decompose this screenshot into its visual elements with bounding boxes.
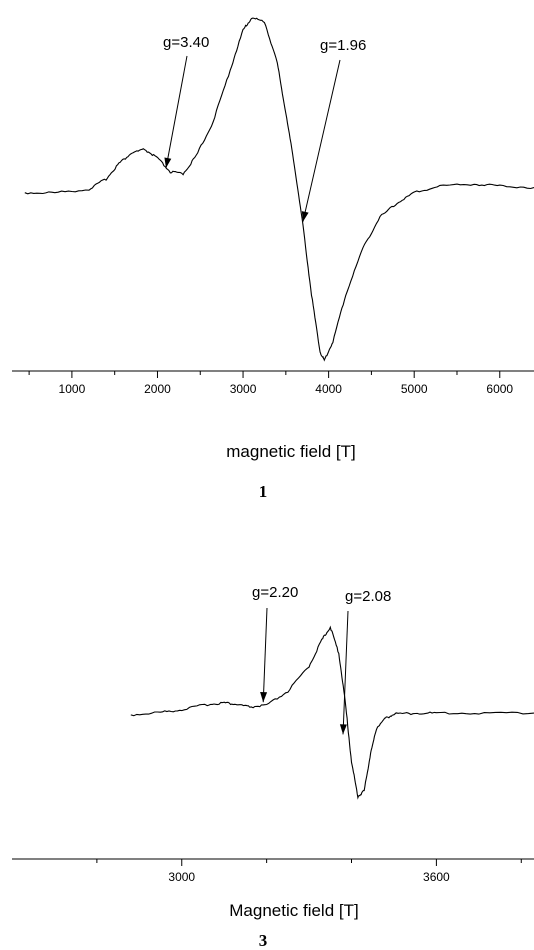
x-tick-label: 4000 xyxy=(315,382,342,396)
spectrum-trace xyxy=(130,625,534,800)
x-tick-label: 2000 xyxy=(144,382,171,396)
spectrum-trace xyxy=(24,17,534,362)
annotation-arrow xyxy=(165,55,188,169)
annotation-layer: g=2.20 g=2.08 xyxy=(252,584,391,735)
x-axis-title: magnetic field [T] xyxy=(226,442,355,461)
panel-label-1: 1 xyxy=(259,482,268,501)
x-tick-label: 6000 xyxy=(486,382,513,396)
x-tick-label: 3600 xyxy=(423,870,450,884)
arrowhead xyxy=(339,724,347,735)
x-tick-label: 3000 xyxy=(230,382,257,396)
x-tick-label: 1000 xyxy=(59,382,86,396)
x-tick-label: 3000 xyxy=(168,870,195,884)
chart-panel-1: 1000 2000 3000 4000 5000 6000 g=3.40 g=1.96 ma… xyxy=(12,17,534,501)
g-value-annotation: g=3.40 xyxy=(163,34,209,51)
arrowhead xyxy=(301,211,309,222)
annotation-arrow xyxy=(342,610,349,735)
annotation-arrow xyxy=(262,607,268,703)
g-value-annotation: g=1.96 xyxy=(320,37,366,54)
x-axis-ticks: 1000 2000 3000 4000 5000 6000 xyxy=(28,371,513,396)
annotation-arrow xyxy=(302,59,341,222)
g-value-annotation: g=2.20 xyxy=(252,584,298,601)
annotation-layer: g=3.40 g=1.96 xyxy=(163,34,366,222)
g-value-annotation: g=2.08 xyxy=(345,588,391,605)
series-layer xyxy=(130,625,534,800)
chart-panel-3: 3000 3600 g=2.20 g=2.08 Magnetic field [T]… xyxy=(12,584,534,950)
arrowhead xyxy=(164,157,172,168)
x-axis-ticks: 3000 3600 xyxy=(96,859,522,884)
x-tick-label: 5000 xyxy=(401,382,428,396)
panel-label-3: 3 xyxy=(259,931,268,950)
x-axis-title: Magnetic field [T] xyxy=(229,901,358,920)
arrowhead xyxy=(260,692,268,703)
series-layer xyxy=(24,17,534,362)
